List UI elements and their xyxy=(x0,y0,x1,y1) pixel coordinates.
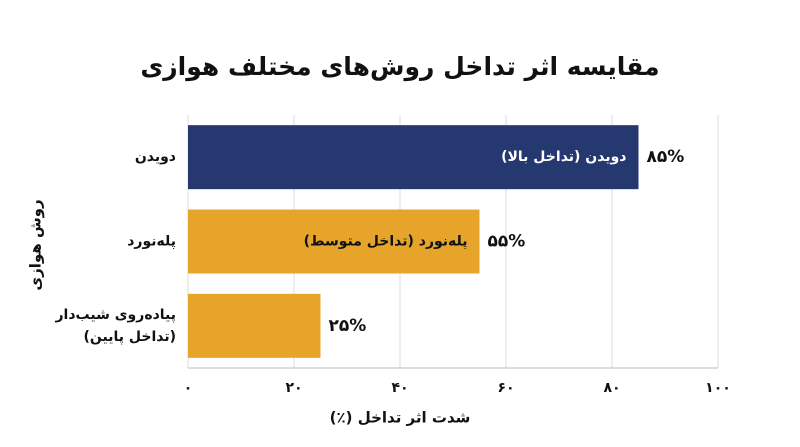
y-tick-label-line: (تداخل پایین) xyxy=(84,329,176,345)
y-tick-label-line: دویدن xyxy=(135,149,176,165)
y-tick-label-line: پیاده‌روی شیب‌دار xyxy=(55,307,177,323)
bar xyxy=(188,125,639,190)
value-label: ۲۵% xyxy=(329,316,367,336)
bar-label: پله‌نورد (تداخل متوسط) xyxy=(304,234,468,250)
x-tick-label: ۸۰ xyxy=(603,380,620,396)
x-tick-label: ۴۰ xyxy=(391,380,408,396)
y-tick-label: پیاده‌روی شیب‌دار (تداخل پایین) xyxy=(55,307,177,345)
chart-title: مقایسه اثر تداخل روش‌های مختلف هوازی xyxy=(140,52,659,82)
y-tick-label-line: پله‌نورد xyxy=(127,234,176,250)
y-tick-label: دویدن xyxy=(135,149,176,165)
y-tick-label: پله‌نورد xyxy=(127,234,176,250)
value-label: ۵۵% xyxy=(488,232,526,252)
bar xyxy=(188,293,321,358)
x-tick-label: ۲۰ xyxy=(285,380,302,396)
x-axis-label: شدت اثر تداخل (٪) xyxy=(330,409,471,427)
x-tick-label: ۰ xyxy=(184,380,193,396)
x-tick-label: ۶۰ xyxy=(497,380,514,396)
y-axis-label: روش هوازی xyxy=(27,199,45,290)
bar xyxy=(188,209,480,274)
bar-label: دویدن (تداخل بالا) xyxy=(501,149,626,165)
value-label: ۸۵% xyxy=(647,147,685,167)
x-tick-label: ۱۰۰ xyxy=(705,380,731,396)
